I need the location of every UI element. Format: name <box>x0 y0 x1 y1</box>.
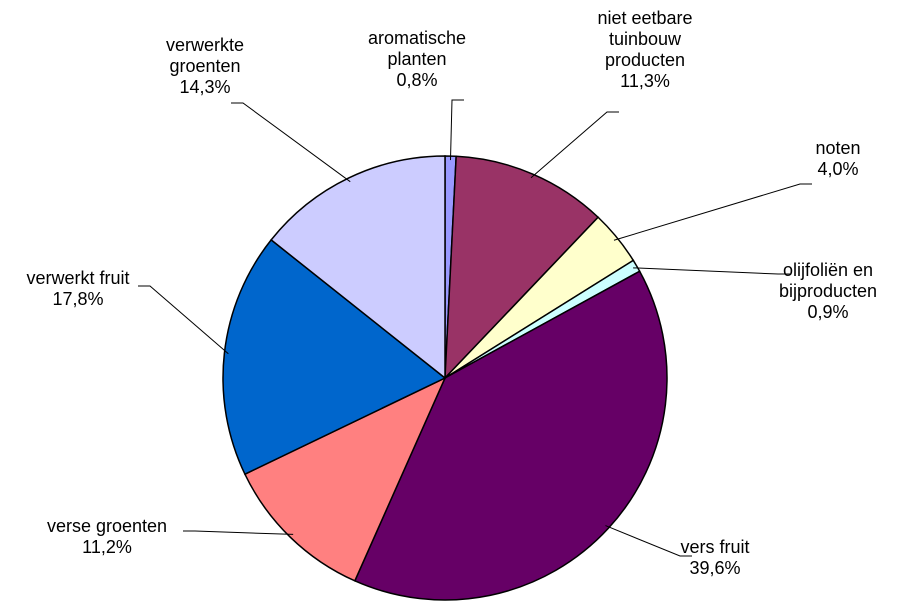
slice-label: olijfoliën en bijproducten 0,9% <box>766 260 891 323</box>
slice-label: aromatische planten 0,8% <box>357 28 477 91</box>
pie-slice <box>222 238 447 476</box>
category-label: noten <box>815 138 861 158</box>
pie-slice <box>243 376 447 582</box>
slice-label: vers fruit 39,6% <box>655 537 775 579</box>
leader-line <box>231 102 351 183</box>
leader-line <box>449 99 464 161</box>
slice-label: verse groenten 11,2% <box>17 516 197 558</box>
value-label: 14,3% <box>179 77 231 97</box>
leader-line <box>138 285 229 355</box>
value-label: 0,8% <box>396 70 438 90</box>
leader-line <box>613 183 812 241</box>
leader-line <box>530 111 619 179</box>
leader-line <box>183 530 294 535</box>
category-label: verwerkte groenten <box>165 35 245 76</box>
value-label: 0,9% <box>807 302 849 322</box>
slice-label: verwerkte groenten 14,3% <box>150 35 260 98</box>
pie-slice <box>353 270 668 601</box>
category-label: vers fruit <box>680 537 750 557</box>
category-label: olijfoliën en bijproducten <box>778 260 878 301</box>
slice-label: noten 4,0% <box>788 138 888 180</box>
leader-line <box>633 267 790 275</box>
slice-label: verwerkt fruit 17,8% <box>0 268 163 310</box>
pie-slice <box>444 155 600 380</box>
category-label: niet eetbare tuinbouw producten <box>597 8 693 70</box>
slice-label: niet eetbare tuinbouw producten 11,3% <box>583 8 708 92</box>
value-label: 11,3% <box>620 71 670 91</box>
category-label: verse groenten <box>46 516 168 536</box>
value-label: 4,0% <box>817 159 859 179</box>
category-label: verwerkt fruit <box>26 268 130 288</box>
pie-slice <box>270 155 446 380</box>
category-label: aromatische planten <box>367 28 467 69</box>
leader-line <box>605 525 692 557</box>
value-label: 39,6% <box>689 558 741 578</box>
value-label: 17,8% <box>52 289 104 309</box>
value-label: 11,2% <box>82 537 132 557</box>
